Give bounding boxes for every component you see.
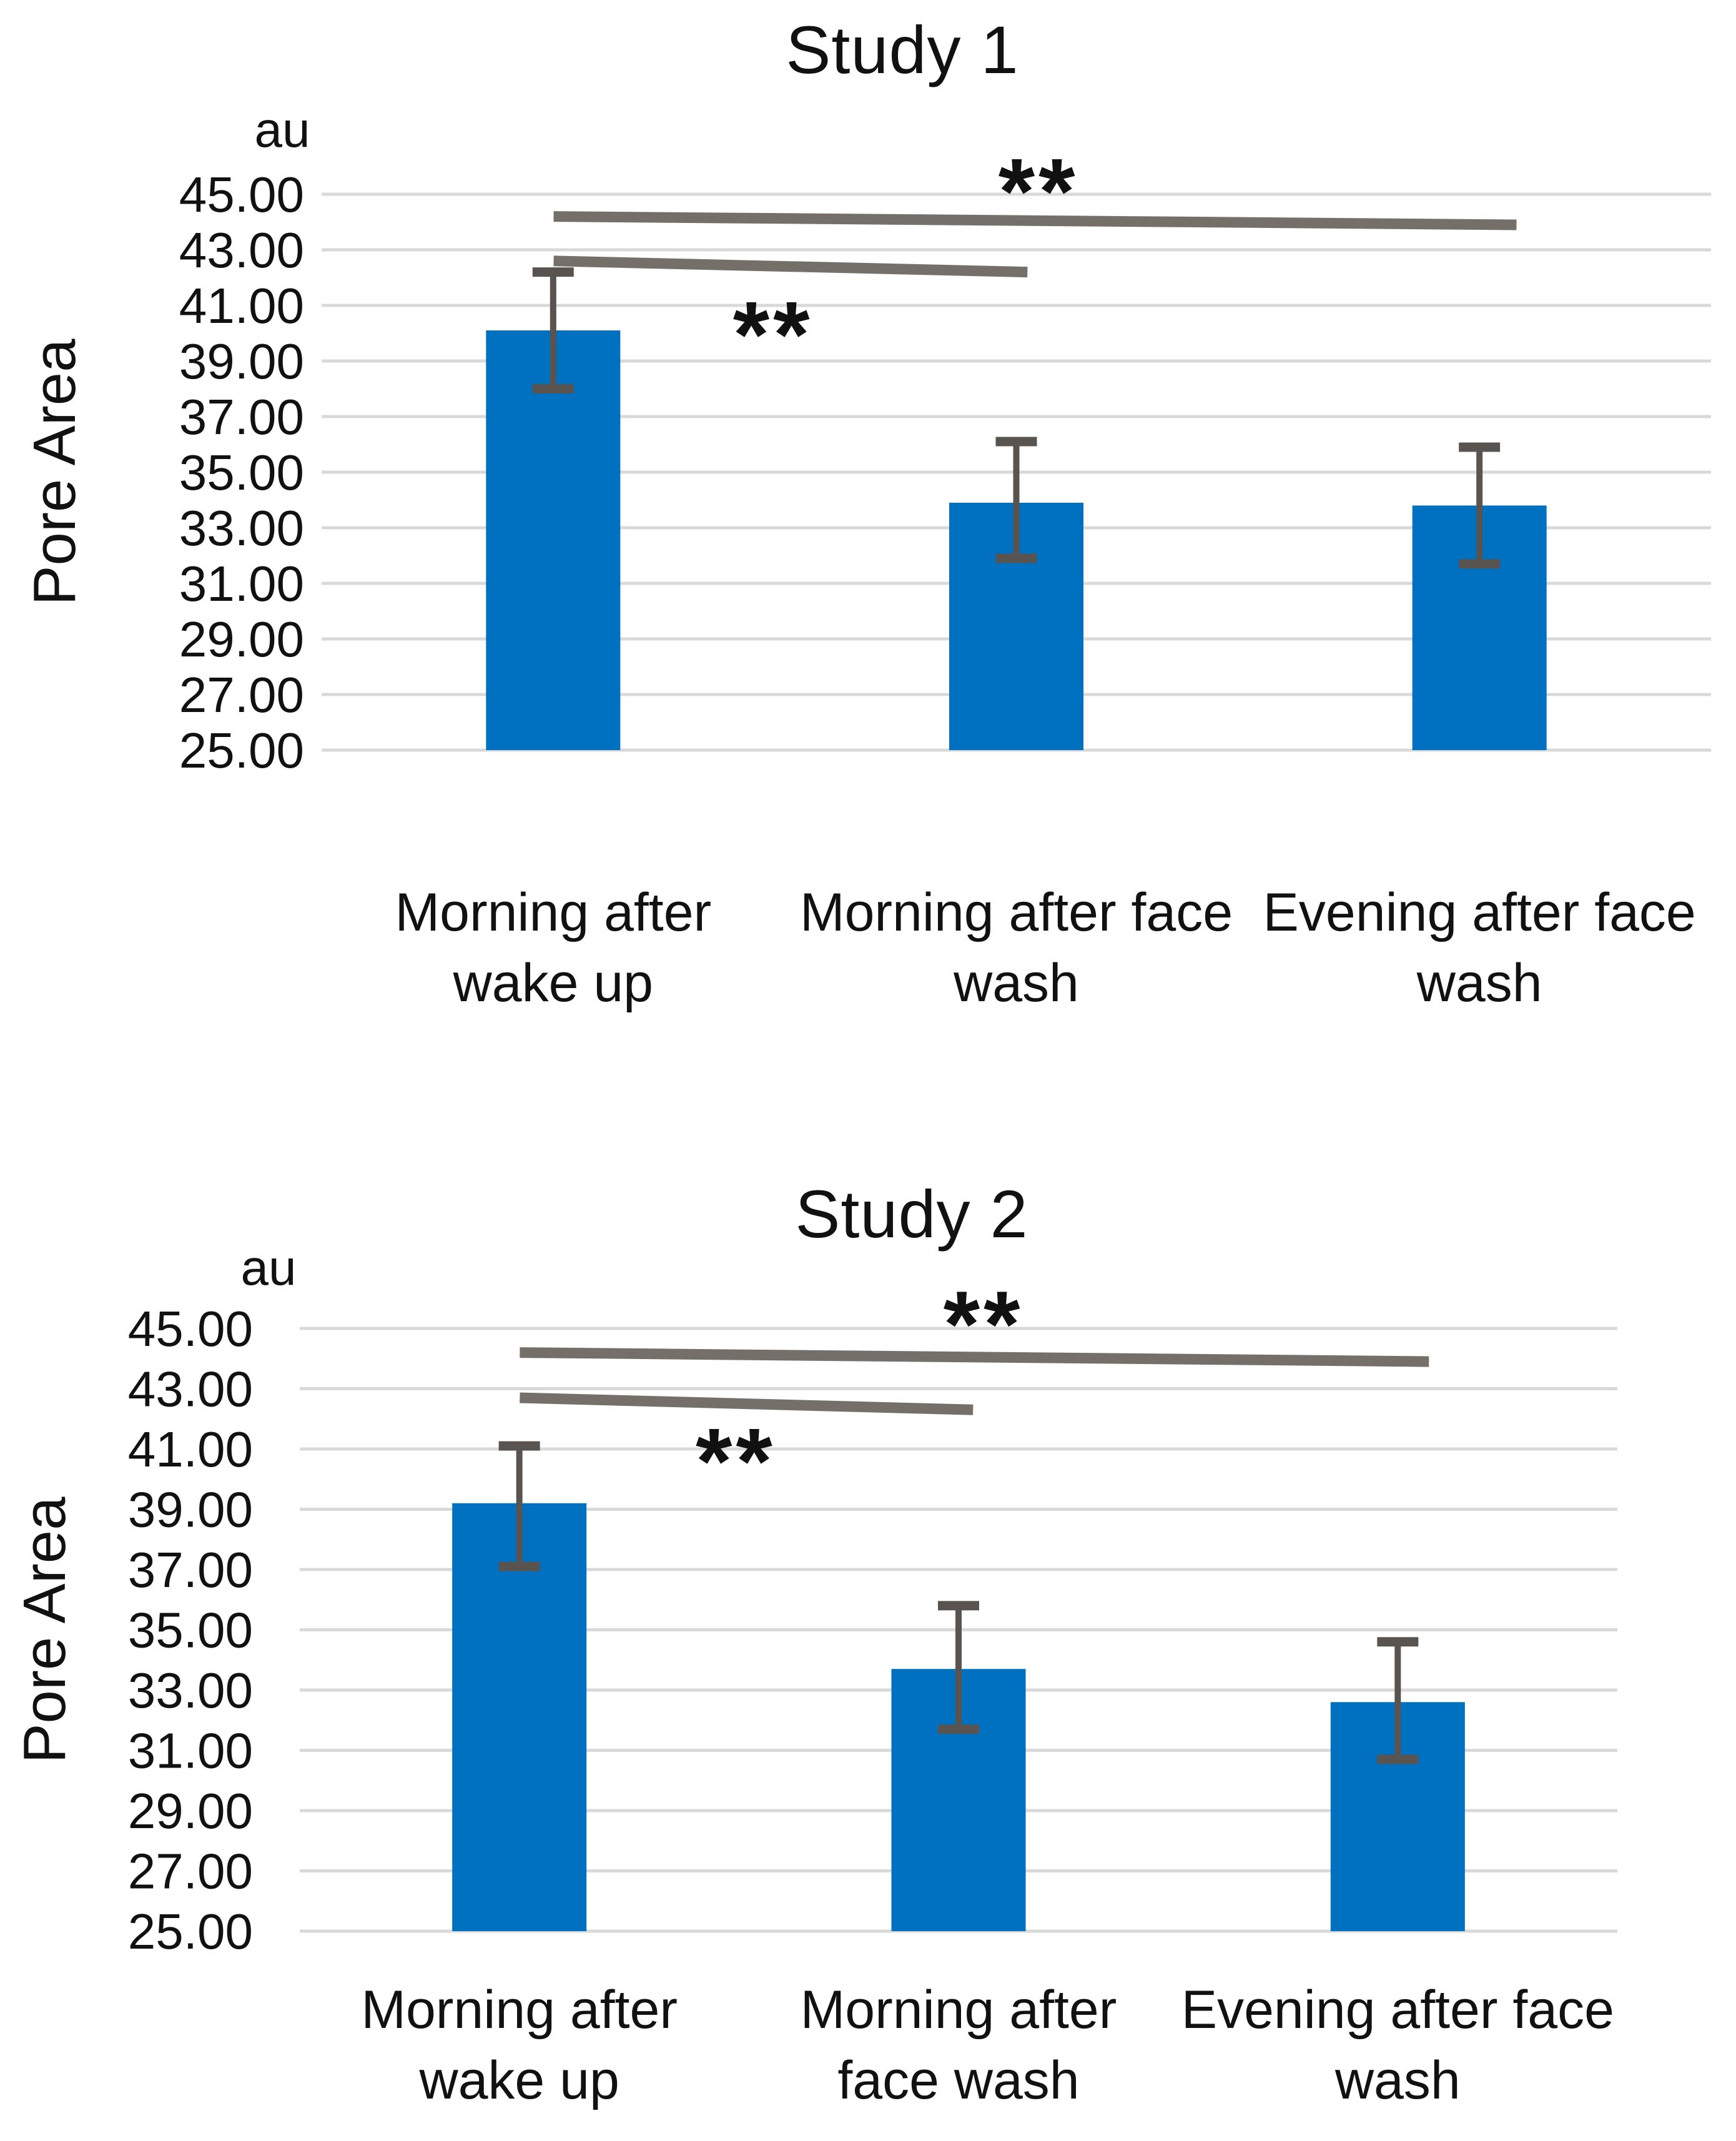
significance-line — [553, 255, 1028, 278]
significance-marker: ** — [733, 282, 814, 387]
x-category-label-line: wash — [1334, 2050, 1461, 2110]
bar-plot-study-2: 45.0043.0041.0039.0037.0035.0033.0031.00… — [128, 1272, 1617, 1959]
y-tick-label: 25.00 — [179, 723, 304, 778]
y-tick-label: 45.00 — [128, 1301, 253, 1357]
x-category-label: Evening after face wash — [1181, 1975, 1614, 2116]
x-category-label: Morning after wake up — [361, 1975, 678, 2116]
x-category-label-line: Morning after — [800, 1980, 1117, 2040]
x-category-label-line: wash — [954, 953, 1079, 1013]
x-category-label-line: wake up — [419, 2050, 619, 2110]
y-tick-label: 39.00 — [179, 334, 304, 389]
y-tick-label: 33.00 — [179, 500, 304, 556]
y-tick-label: 35.00 — [128, 1603, 253, 1658]
x-category-label-line: face wash — [837, 2050, 1080, 2110]
chart-study-2: 45.00 43.00 41.00 39.00 37.00 35.00 33.00 31.00… — [0, 1070, 1736, 2141]
x-category-label: Morning after face wash — [801, 1975, 1117, 2116]
significance-marker: ** — [696, 1408, 776, 1513]
significance-line — [520, 1392, 974, 1415]
y-tick-label: 33.00 — [128, 1663, 253, 1718]
bar — [452, 1503, 587, 1931]
y-axis-unit-label: au — [240, 1240, 297, 1295]
y-tick-label: 35.00 — [179, 445, 304, 500]
x-category-label-line: Evening after face — [1263, 883, 1696, 942]
y-tick-label: 37.00 — [128, 1542, 253, 1598]
x-category-label: Evening after face wash — [1263, 878, 1696, 1019]
bar — [486, 330, 621, 750]
x-category-label-line: wake up — [453, 953, 653, 1013]
y-tick-label: 43.00 — [128, 1362, 253, 1417]
significance-line — [520, 1347, 1429, 1367]
y-tick-label: 45.00 — [179, 167, 304, 222]
y-tick-label: 27.00 — [179, 667, 304, 723]
x-category-label: Morning after face wash — [800, 878, 1233, 1019]
y-tick-label: 29.00 — [128, 1783, 253, 1839]
x-category-label: Morning after wake up — [395, 878, 711, 1019]
x-category-label-line: Evening after face — [1181, 1980, 1614, 2040]
x-category-label-line: Morning after — [361, 1980, 678, 2040]
y-tick-label: 29.00 — [179, 611, 304, 667]
y-tick-label: 27.00 — [128, 1844, 253, 1899]
y-tick-label: 25.00 — [128, 1904, 253, 1959]
y-tick-label: 41.00 — [128, 1422, 253, 1477]
significance-marker: ** — [944, 1272, 1024, 1377]
chart-study-1: 45.00 43.00 41.00 39.00 37.00 35.00 33.00 31.00… — [0, 0, 1736, 1070]
y-axis-title: Pore Area — [11, 1496, 78, 1764]
y-axis-title: Pore Area — [21, 339, 88, 606]
x-category-label-line: wash — [1416, 953, 1542, 1013]
y-tick-label: 43.00 — [179, 222, 304, 278]
y-tick-label: 31.00 — [128, 1723, 253, 1779]
y-tick-label: 37.00 — [179, 389, 304, 445]
y-tick-label: 31.00 — [179, 556, 304, 611]
significance-marker: ** — [999, 139, 1079, 244]
y-axis-unit-label: au — [254, 102, 310, 157]
y-tick-label: 41.00 — [179, 278, 304, 334]
significance-line — [553, 211, 1517, 230]
y-tick-label: 39.00 — [128, 1482, 253, 1538]
bar-plot-study-1: 45.0043.0041.0039.0037.0035.0033.0031.00… — [179, 139, 1711, 778]
chart-title: Study 2 — [795, 1176, 1028, 1252]
chart-title: Study 1 — [786, 12, 1019, 87]
x-category-label-line: Morning after face — [799, 883, 1233, 942]
x-category-label-line: Morning after — [395, 883, 712, 942]
